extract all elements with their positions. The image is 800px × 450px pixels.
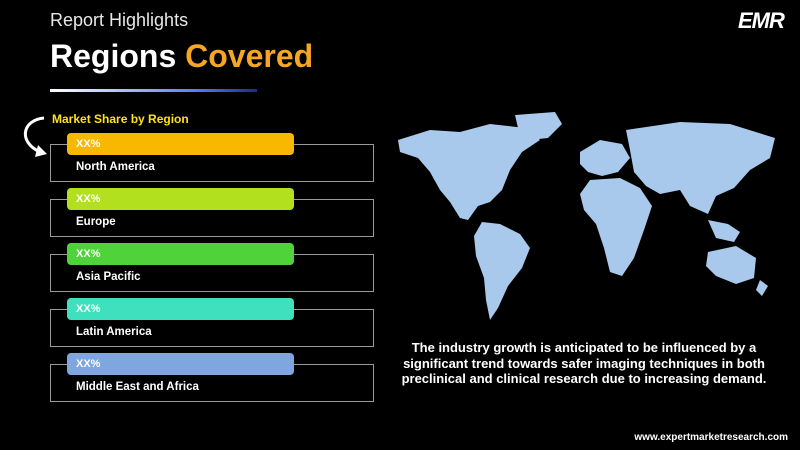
region-name: Europe <box>76 216 116 228</box>
region-share: XX% <box>67 353 294 375</box>
page-title: Regions Covered <box>50 38 313 75</box>
region-name: North America <box>76 161 155 173</box>
region-share: XX% <box>67 188 294 210</box>
region-share: XX% <box>67 133 294 155</box>
region-name: Asia Pacific <box>76 271 141 283</box>
title-part: Regions <box>50 38 177 74</box>
section-title: Market Share by Region <box>52 112 189 126</box>
logo: EMR <box>738 8 785 33</box>
region-share: XX% <box>67 243 294 265</box>
title-highlight: Covered <box>185 38 314 74</box>
description: The industry growth is anticipated to be… <box>401 340 767 386</box>
title-underline <box>50 89 257 92</box>
region-name: Latin America <box>76 326 152 338</box>
curved-arrow <box>23 116 47 157</box>
world-map <box>398 112 775 320</box>
report-label: Report Highlights <box>50 10 189 30</box>
region-name: Middle East and Africa <box>76 381 199 393</box>
website: www.expertmarketresearch.com <box>634 432 788 443</box>
region-share: XX% <box>67 298 294 320</box>
